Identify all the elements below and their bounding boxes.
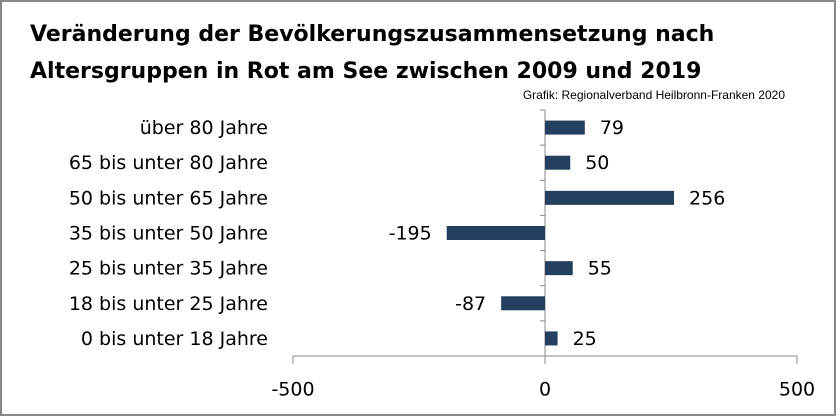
- bar: [545, 120, 585, 135]
- y-tick-label: 25 bis unter 35 Jahre: [69, 258, 268, 280]
- x-tick-label: -500: [271, 379, 314, 401]
- y-tick-label: über 80 Jahre: [140, 117, 268, 139]
- bar: [545, 331, 558, 346]
- value-label: 55: [588, 258, 612, 280]
- value-label: 256: [689, 187, 725, 209]
- value-label: 50: [585, 152, 609, 174]
- y-tick-label: 35 bis unter 50 Jahre: [69, 223, 268, 245]
- y-tick-label: 65 bis unter 80 Jahre: [69, 152, 268, 174]
- bar: [545, 261, 573, 276]
- bar: [446, 226, 545, 240]
- bar: [545, 155, 571, 170]
- chart-title-line: Veränderung der Bevölkerungszusammensetz…: [30, 22, 714, 47]
- value-label: 25: [573, 328, 597, 350]
- chart-title-line: Altersgruppen in Rot am See zwischen 200…: [30, 59, 701, 84]
- chart-subtitle: Grafik: Regionalverband Heilbronn-Franke…: [523, 88, 785, 102]
- x-tick-label: 0: [539, 379, 551, 401]
- y-tick-label: 50 bis unter 65 Jahre: [69, 187, 268, 209]
- x-tick-label: 500: [779, 379, 815, 401]
- y-tick-label: 18 bis unter 25 Jahre: [69, 293, 268, 315]
- y-tick-label: 0 bis unter 18 Jahre: [81, 328, 268, 350]
- value-label: -195: [389, 223, 432, 245]
- bar: [501, 296, 545, 311]
- value-label: 79: [600, 117, 624, 139]
- value-label: -87: [455, 293, 486, 315]
- bar: [545, 190, 675, 205]
